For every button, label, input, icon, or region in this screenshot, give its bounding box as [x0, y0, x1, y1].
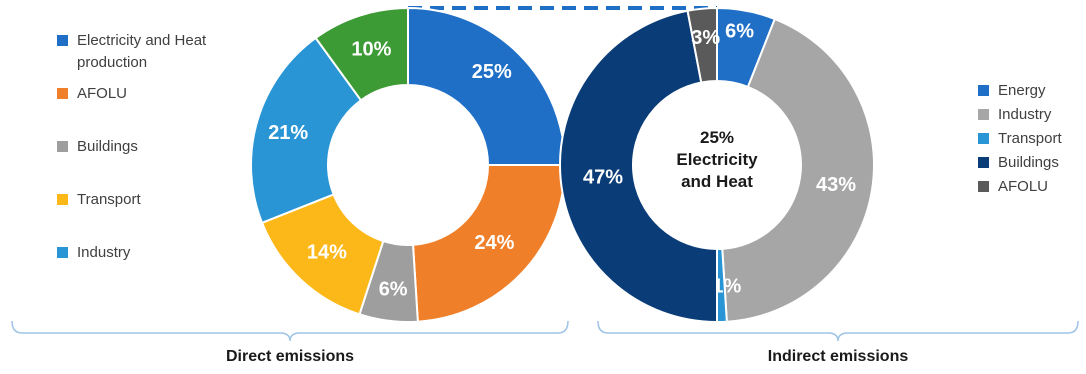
direct-slice-label: 14% [307, 241, 347, 263]
indirect-legend-swatch [978, 109, 989, 120]
indirect-slice-label: 3% [691, 27, 720, 49]
indirect-legend-label: Transport [998, 130, 1062, 147]
direct-legend-label: production [77, 54, 147, 71]
direct-legend-label: Transport [77, 191, 141, 208]
direct-slice-electricity-and-heat-production [408, 8, 565, 165]
indirect-emissions-bracket [598, 321, 1078, 341]
indirect-legend-label: Buildings [998, 154, 1059, 171]
indirect-center-label: 25% Electricity and Heat [676, 128, 758, 191]
group-brackets: Direct emissions Indirect emissions [12, 321, 1078, 365]
center-label-line: Electricity [676, 150, 758, 169]
direct-legend-swatch [57, 141, 68, 152]
indirect-legend-label: Energy [998, 82, 1046, 99]
direct-slice-label: 25% [472, 61, 512, 83]
direct-emissions-legend: Electricity and Heat production AFOLU Build… [57, 32, 207, 261]
direct-legend-swatch [57, 194, 68, 205]
direct-legend-label: Electricity and Heat [77, 32, 207, 49]
indirect-slice-label: 47% [583, 166, 623, 188]
center-label-line: 25% [700, 128, 734, 147]
center-label-line: and Heat [681, 172, 753, 191]
indirect-legend-swatch [978, 133, 989, 144]
indirect-legend-swatch [978, 85, 989, 96]
indirect-slice-label: 43% [816, 174, 856, 196]
direct-legend-label: Industry [77, 244, 131, 261]
indirect-legend-swatch [978, 181, 989, 192]
indirect-legend-label: Industry [998, 106, 1052, 123]
indirect-slice-label: 6% [725, 21, 754, 43]
direct-slice-label: 21% [268, 122, 308, 144]
direct-emissions-label: Direct emissions [226, 348, 354, 365]
indirect-emissions-label: Indirect emissions [768, 348, 909, 365]
direct-emissions-donut: 25% 24% 6% 14% 21% 10% [251, 8, 565, 322]
direct-legend-label: Buildings [77, 138, 138, 155]
indirect-legend-label: AFOLU [998, 178, 1048, 195]
direct-emissions-bracket [12, 321, 568, 341]
indirect-emissions-legend: Energy Industry Transport Buildings AFOLU [978, 82, 1062, 195]
direct-legend-label: AFOLU [77, 85, 127, 102]
direct-legend-swatch [57, 35, 68, 46]
direct-slice-label: 6% [379, 279, 408, 301]
direct-slice-label: 10% [351, 38, 391, 60]
direct-slice-label: 24% [474, 232, 514, 254]
indirect-legend-swatch [978, 157, 989, 168]
direct-legend-swatch [57, 88, 68, 99]
direct-legend-swatch [57, 247, 68, 258]
